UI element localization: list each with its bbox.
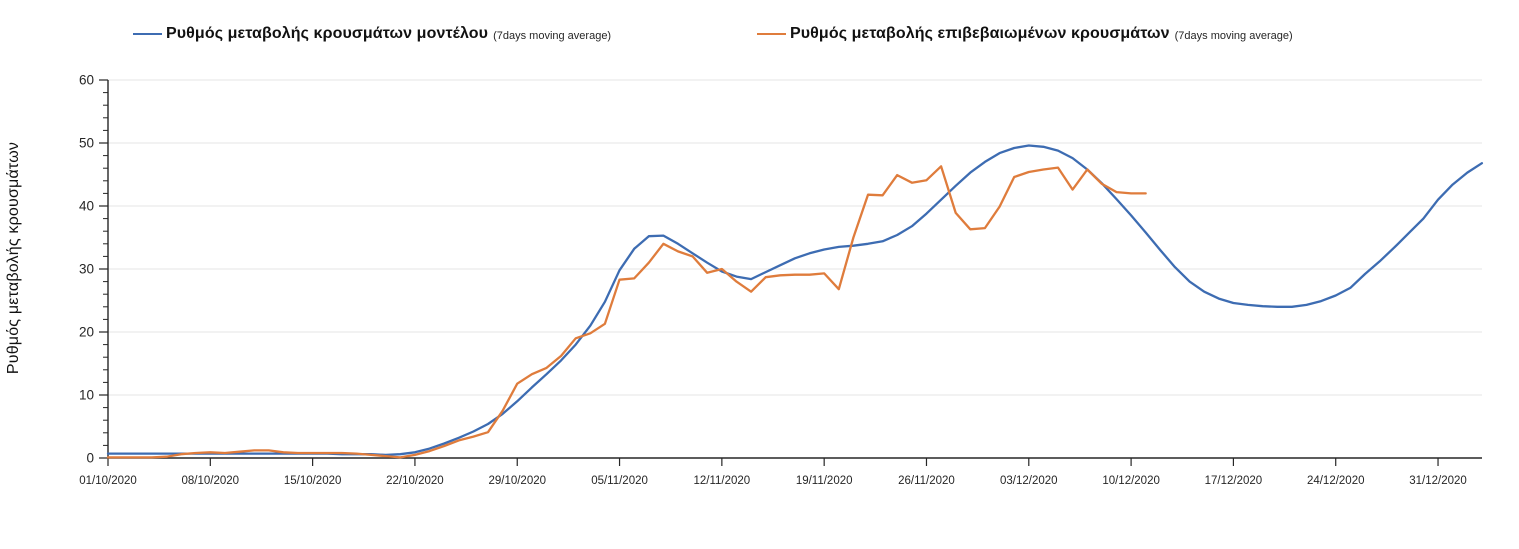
series-confirmed-line xyxy=(106,165,1147,459)
x-tick-label: 24/12/2020 xyxy=(1307,475,1365,487)
series-model-line xyxy=(106,144,1484,457)
x-tick-label: 19/11/2020 xyxy=(796,475,853,487)
x-tick-label: 08/10/2020 xyxy=(182,475,240,487)
y-tick-label: 50 xyxy=(79,136,94,151)
legend-line-model-icon xyxy=(133,33,162,35)
legend-suffix-confirmed: (7days moving average) xyxy=(1174,29,1293,42)
x-tick-label: 29/10/2020 xyxy=(488,475,546,487)
x-tick-label: 22/10/2020 xyxy=(386,475,444,487)
x-tick-label: 12/11/2020 xyxy=(694,475,751,487)
x-tick-label: 10/12/2020 xyxy=(1102,475,1160,487)
x-tick-label: 01/10/2020 xyxy=(79,475,137,487)
x-tick-label: 26/11/2020 xyxy=(898,475,955,487)
x-tick-label: 31/12/2020 xyxy=(1409,475,1467,487)
y-tick-label: 0 xyxy=(86,451,94,466)
y-tick-label: 10 xyxy=(79,388,94,403)
legend-item-confirmed: Ρυθμός μεταβολής επιβεβαιωμένων κρουσμάτ… xyxy=(757,22,1293,46)
legend-label-confirmed: Ρυθμός μεταβολής επιβεβαιωμένων κρουσμάτ… xyxy=(790,25,1170,42)
x-axis: 01/10/2020 08/10/2020 15/10/2020 22/10/2020… xyxy=(79,457,1482,487)
y-tick-label: 30 xyxy=(79,262,94,277)
y-axis: 0 10 20 30 40 50 60 xyxy=(79,73,109,466)
legend-suffix-model: (7days moving average) xyxy=(493,29,612,42)
x-tick-label: 03/12/2020 xyxy=(1000,475,1058,487)
x-tick-label: 17/12/2020 xyxy=(1205,475,1263,487)
legend-label-model: Ρυθμός μεταβολής κρουσμάτων μοντέλου xyxy=(166,25,489,42)
legend-item-model: Ρυθμός μεταβολής κρουσμάτων μοντέλου (7d… xyxy=(133,22,611,46)
y-tick-label: 40 xyxy=(79,199,94,214)
y-tick-label: 20 xyxy=(79,325,94,340)
gridlines xyxy=(108,79,1482,396)
chart-legend: Ρυθμός μεταβολής κρουσμάτων μοντέλου (7d… xyxy=(0,22,1519,46)
x-tick-label: 15/10/2020 xyxy=(284,475,342,487)
x-tick-label: 05/11/2020 xyxy=(591,475,648,487)
legend-line-confirmed-icon xyxy=(757,33,786,35)
y-tick-label: 60 xyxy=(79,73,94,88)
